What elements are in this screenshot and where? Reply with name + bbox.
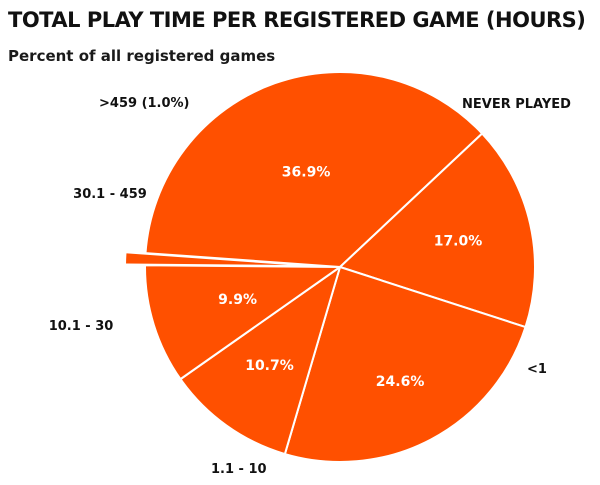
slice-value-label-6: (1.0%) bbox=[142, 96, 190, 111]
category-label-4: 10.1 - 30 bbox=[49, 319, 114, 334]
category-label-6: >459 (1.0%) bbox=[99, 96, 190, 111]
chart-subtitle: Percent of all registered games bbox=[8, 47, 276, 65]
category-label-1: NEVER PLAYED bbox=[462, 97, 571, 112]
category-label-5: 30.1 - 459 bbox=[73, 187, 147, 202]
pie-slice-5 bbox=[144, 264, 341, 381]
pie-slice-2 bbox=[339, 132, 536, 329]
slice-value-label-1: 36.9% bbox=[282, 164, 331, 180]
slice-value-label-4: 10.7% bbox=[245, 358, 294, 374]
slice-value-label-3: 24.6% bbox=[376, 374, 425, 390]
pie-slice-3 bbox=[283, 266, 527, 463]
category-label-2: <1 bbox=[527, 362, 547, 377]
pie-slice-1 bbox=[144, 71, 484, 268]
pie-slice-6 bbox=[124, 251, 322, 268]
slice-value-label-5: 9.9% bbox=[218, 292, 257, 308]
chart-title: TOTAL PLAY TIME PER REGISTERED GAME (HOU… bbox=[8, 8, 586, 32]
slice-value-label-2: 17.0% bbox=[434, 234, 483, 250]
pie-slice-4 bbox=[179, 266, 341, 456]
category-label-3: 1.1 - 10 bbox=[211, 462, 267, 477]
